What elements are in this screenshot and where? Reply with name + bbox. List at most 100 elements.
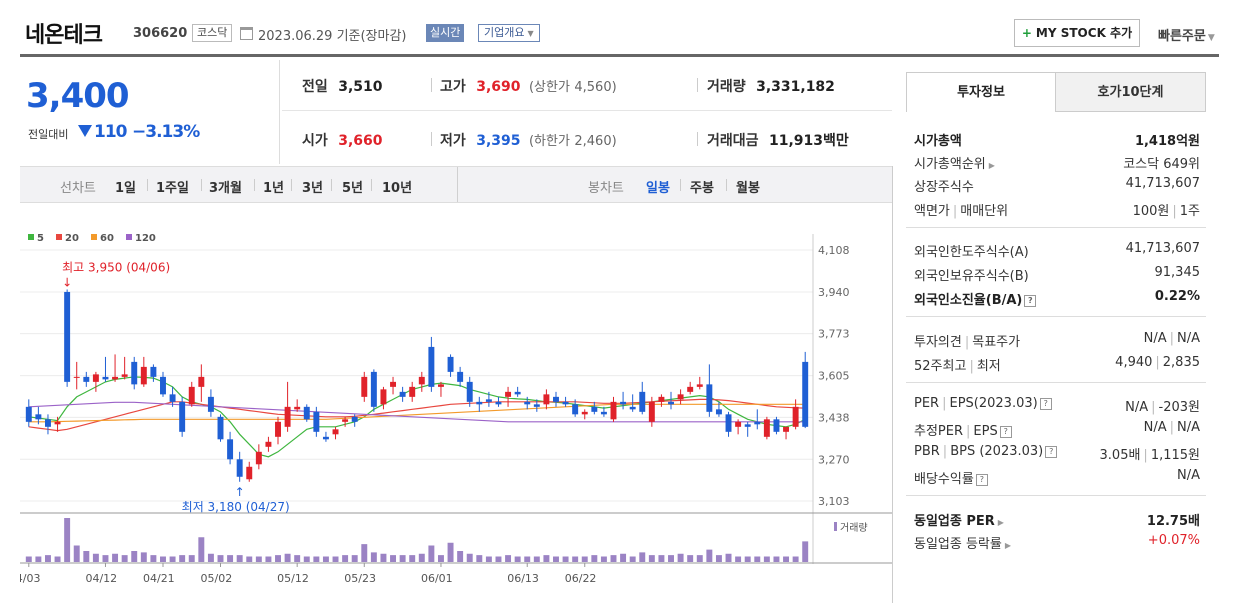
- candle-daily[interactable]: 일봉: [646, 181, 670, 196]
- candle-body: [198, 376, 205, 387]
- chevron-down-icon: ▼: [1207, 33, 1215, 43]
- ma20-line: [28, 398, 806, 432]
- candlestick-chart[interactable]: 5 20 60 120 4,108 3,940 3,773 3,605 3,438 3,270 3…: [20, 204, 893, 603]
- candle-body: [553, 396, 559, 402]
- quick-order-dropdown[interactable]: 빠른주문 ▼: [1158, 25, 1215, 44]
- period-3m[interactable]: 3개월: [209, 181, 242, 196]
- foreign-ratio-value: 0.22%: [1154, 289, 1200, 304]
- realtime-button[interactable]: 실시간: [426, 24, 465, 42]
- mcap-rank-label: 시가총액순위 ▶: [914, 153, 995, 172]
- candle-body: [361, 376, 368, 397]
- volume-bar: [437, 555, 444, 562]
- help-icon[interactable]: ?: [975, 474, 988, 486]
- summary-low: 저가 3,395 (하한가 2,460): [440, 130, 617, 150]
- foreign-ratio-label: 외국인소진율(B/A)?: [914, 289, 1037, 308]
- candle-weekly[interactable]: 주봉: [690, 181, 714, 196]
- volume-bar: [64, 518, 71, 562]
- volume-bar: [121, 555, 128, 562]
- period-5y[interactable]: 5년: [342, 181, 364, 196]
- volume-bar: [668, 555, 674, 562]
- candle-body: [121, 374, 128, 377]
- y-tick-label: 3,270: [818, 453, 850, 466]
- candle-monthly[interactable]: 월봉: [736, 181, 760, 196]
- help-icon[interactable]: ?: [999, 426, 1012, 438]
- volume-bar: [648, 555, 655, 562]
- help-icon[interactable]: ?: [1039, 398, 1052, 410]
- x-tick-label: 04/03: [20, 572, 40, 585]
- volume-bar: [562, 556, 569, 562]
- candle-body: [648, 401, 655, 422]
- row-industry-per[interactable]: 동일업종 PER ▶ 12.75배: [906, 507, 1206, 529]
- mcap-rank-value: 코스닥 649위: [1123, 157, 1200, 172]
- candle-body: [102, 376, 109, 380]
- volume-bar: [754, 556, 761, 562]
- pipe: |: [1155, 355, 1160, 370]
- candle-body: [322, 436, 329, 440]
- corp-info-dropdown[interactable]: 기업개요 ▼: [478, 24, 540, 42]
- high-annotation: 최고 3,950 (04/06): [62, 260, 170, 274]
- par-text: 액면가: [914, 204, 950, 219]
- tab-hoga10[interactable]: 호가10단계: [1055, 72, 1206, 112]
- divider: [254, 179, 255, 191]
- candle-body: [591, 406, 598, 412]
- w52-high-val: 4,940: [1115, 355, 1153, 370]
- chevron-down-icon: ▼: [527, 29, 534, 38]
- x-tick-label: 05/12: [277, 572, 309, 585]
- period-1w[interactable]: 1주일: [156, 181, 189, 196]
- help-icon[interactable]: ?: [1024, 295, 1037, 307]
- w52-label: 52주최고 | 최저: [914, 355, 1001, 374]
- volume-bar: [112, 553, 119, 562]
- pipe: |: [952, 204, 958, 219]
- eps-text: EPS(2023.03): [949, 396, 1038, 411]
- chevron-right-icon: ▶: [988, 161, 995, 170]
- candle-body: [485, 399, 492, 402]
- period-3y[interactable]: 3년: [302, 181, 324, 196]
- mystock-add-button[interactable]: + MY STOCK 추가: [1014, 19, 1140, 47]
- tab-invest-info[interactable]: 투자정보: [906, 72, 1056, 112]
- row-mcap-rank[interactable]: 시가총액순위 ▶ 코스닥 649위: [906, 150, 1206, 172]
- y-tick-label: 3,940: [818, 286, 850, 299]
- help-icon[interactable]: ?: [1045, 446, 1058, 458]
- row-per: PER | EPS(2023.03)? N/A | -203원: [906, 393, 1206, 415]
- period-1y[interactable]: 1년: [263, 181, 285, 196]
- pbr-value: 3.05배 | 1,115원: [1100, 444, 1200, 463]
- chart-toolbar: 선차트 1일 1주일 3개월 1년 3년 5년 10년 봉차트 일봉 주봉 월봉: [20, 166, 893, 203]
- summary-prev: 전일 3,510: [302, 76, 383, 96]
- stock-code: 306620: [133, 26, 188, 41]
- candle-body: [620, 401, 627, 405]
- candle-body: [562, 401, 569, 405]
- par-value: 100원 | 1주: [1133, 200, 1200, 219]
- open-value: 3,660: [338, 133, 383, 149]
- x-tick-label: 05/23: [344, 572, 376, 585]
- candle-body: [207, 396, 214, 412]
- low-label: 저가: [440, 133, 466, 149]
- candle-body: [476, 401, 483, 405]
- divider: [331, 179, 332, 191]
- w52-low-val: 2,835: [1162, 355, 1200, 370]
- opinion-label: 투자의견 | 목표주가: [914, 331, 1020, 350]
- volume-bar: [169, 556, 176, 562]
- period-10y[interactable]: 10년: [382, 181, 413, 196]
- candle-body: [792, 406, 799, 427]
- candle-body: [64, 291, 71, 382]
- volume-bar: [658, 555, 665, 562]
- volume-bar: [553, 556, 559, 562]
- row-industry-rate[interactable]: 동일업종 등락률 ▶ +0.07%: [906, 530, 1206, 552]
- period-1d[interactable]: 1일: [115, 181, 137, 196]
- volume-bar: [198, 537, 205, 562]
- x-tick-label: 04/12: [85, 572, 117, 585]
- divider: [697, 132, 698, 146]
- candle-body: [495, 401, 502, 405]
- volume-bar: [773, 556, 780, 562]
- divider: [726, 179, 727, 191]
- volume-bar: [150, 555, 157, 562]
- volume-bar: [802, 541, 809, 562]
- volume-bar: [275, 555, 281, 562]
- volume-bar: [303, 556, 310, 562]
- volume-bar: [92, 553, 99, 562]
- unit-val: 1주: [1179, 204, 1200, 219]
- volume-bar: [610, 555, 617, 562]
- eps-val: -203원: [1158, 400, 1200, 415]
- unit-text: 매매단위: [960, 204, 1009, 219]
- volume-bar: [332, 556, 339, 562]
